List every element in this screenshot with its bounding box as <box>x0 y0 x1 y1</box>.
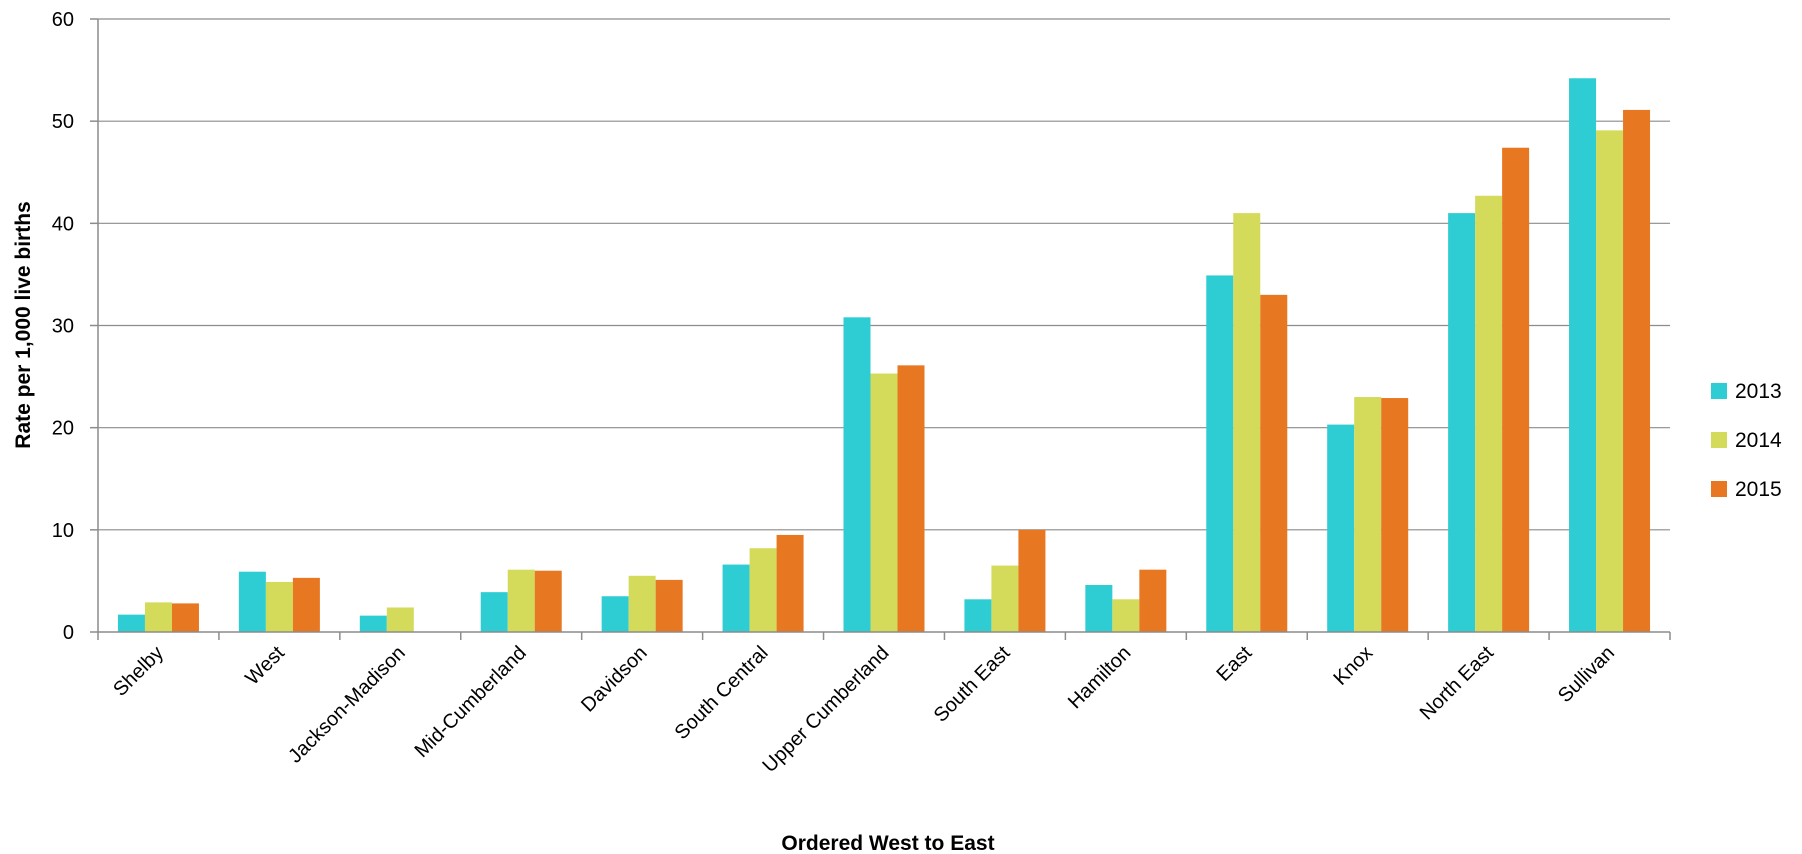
bar-2014-davidson <box>628 575 656 632</box>
x-tick-label: South East <box>930 642 1015 727</box>
bar-2015-shelby <box>171 603 199 632</box>
x-tick-label: South Central <box>671 642 773 744</box>
x-axis-title: Ordered West to East <box>781 832 994 854</box>
bar-2015-mid-cumberland <box>534 570 562 632</box>
x-tick-label: Sullivan <box>1554 642 1619 707</box>
bar-2014-shelby <box>144 602 172 632</box>
bar-2013-upper-cumberland <box>843 317 871 632</box>
y-tick-label: 30 <box>52 316 74 338</box>
bar-2013-west <box>238 571 266 632</box>
legend: 2013 2014 2015 <box>1711 380 1782 501</box>
x-tick-label: Knox <box>1329 642 1377 690</box>
bar-2015-west <box>292 577 320 632</box>
y-tick-label: 60 <box>52 9 74 31</box>
legend-label-2013: 2013 <box>1735 380 1782 403</box>
bar-2014-mid-cumberland <box>507 569 535 632</box>
x-tick-label: Hamilton <box>1064 642 1135 713</box>
y-tick-label: 0 <box>63 622 74 644</box>
bar-2014-east <box>1233 213 1261 632</box>
bar-2013-sullivan <box>1569 78 1597 633</box>
x-tick-label: West <box>241 642 289 690</box>
bar-2013-mid-cumberland <box>480 592 508 632</box>
x-tick-label: North East <box>1416 642 1499 725</box>
bar-2013-knox <box>1327 424 1355 632</box>
bar-2013-davidson <box>601 596 629 632</box>
bar-2015-hamilton <box>1139 569 1167 632</box>
bar-2014-south-east <box>991 565 1019 632</box>
legend-label-2015: 2015 <box>1735 478 1782 501</box>
bar-2014-west <box>265 581 293 632</box>
bar-2014-north-east <box>1475 195 1503 632</box>
bars <box>117 78 1651 633</box>
legend-swatch-2014 <box>1711 432 1727 448</box>
bar-2013-south-central <box>722 564 750 632</box>
bar-2014-jackson-madison <box>386 607 414 632</box>
bar-2013-east <box>1206 275 1234 632</box>
bar-2015-north-east <box>1502 147 1530 633</box>
bar-2015-upper-cumberland <box>897 365 925 632</box>
legend-swatch-2015 <box>1711 481 1727 497</box>
y-tick-label: 50 <box>52 111 74 133</box>
y-tick-labels: 0 10 20 30 40 50 60 <box>52 9 74 644</box>
bar-2014-sullivan <box>1596 130 1624 632</box>
bar-2014-knox <box>1354 397 1382 632</box>
bar-2015-sullivan <box>1623 109 1651 632</box>
bar-2014-upper-cumberland <box>870 373 898 632</box>
axes <box>90 18 1671 640</box>
bar-2013-shelby <box>117 614 145 632</box>
bar-2013-hamilton <box>1085 585 1113 632</box>
bar-2015-davidson <box>655 579 683 632</box>
y-axis-title: Rate per 1,000 live births <box>12 201 35 448</box>
y-tick-label: 40 <box>52 213 74 235</box>
bar-2013-south-east <box>964 599 992 632</box>
bar-2015-knox <box>1381 398 1409 632</box>
x-tick-label: Jackson-Madison <box>284 642 410 768</box>
bar-2013-jackson-madison <box>359 615 387 632</box>
x-tick-label: East <box>1212 642 1256 686</box>
x-tick-label: Upper Cumberland <box>758 642 893 777</box>
bar-2015-east <box>1260 294 1288 632</box>
bar-2014-south-central <box>749 548 777 632</box>
y-tick-label: 20 <box>52 418 74 440</box>
bar-2015-south-east <box>1018 529 1046 632</box>
legend-label-2014: 2014 <box>1735 429 1782 452</box>
y-tick-label: 10 <box>52 520 74 542</box>
bar-2014-hamilton <box>1112 599 1140 632</box>
x-tick-label: Mid-Cumberland <box>411 642 531 762</box>
bar-2015-south-central <box>776 534 804 632</box>
x-tick-label: Shelby <box>109 642 168 701</box>
legend-swatch-2013 <box>1711 383 1727 399</box>
x-tick-label: Davidson <box>577 642 652 717</box>
bar-2013-north-east <box>1448 213 1476 632</box>
